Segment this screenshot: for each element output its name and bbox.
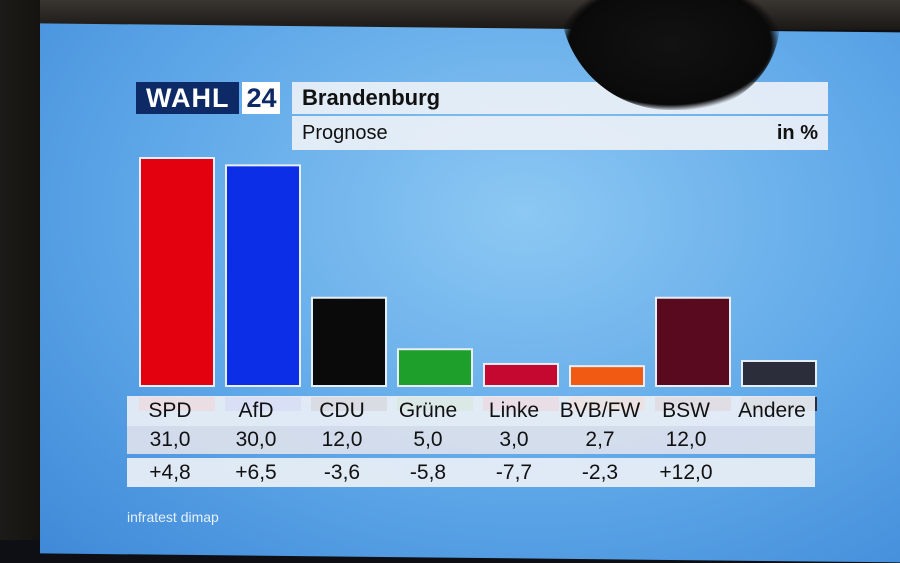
source-label: infratest dimap <box>127 509 219 525</box>
value-label-bsw: 12,0 <box>665 428 707 451</box>
party-label-linke: Linke <box>488 399 540 422</box>
party-label-gr-ne: Grüne <box>398 399 458 422</box>
wahl24-logo: WAHL 24 <box>136 82 280 114</box>
percentage-row: 31,0 30,0 12,0 5,0 3,0 2,7 12,0 <box>127 426 815 454</box>
chart-subtitle-bar: Prognose in % <box>292 116 828 150</box>
bar-bvb-fw <box>569 365 645 388</box>
change-label-bsw: +12,0 <box>659 460 713 484</box>
bar-bsw <box>655 296 731 388</box>
change-label-afd: +6,5 <box>235 460 277 484</box>
value-label-cdu: 12,0 <box>321 428 363 451</box>
change-row: +4,8 +6,5 -3,6 -5,8 -7,7 -2,3 +12,0 <box>127 458 815 487</box>
bar-spd <box>139 157 215 387</box>
party-label-andere: Andere <box>738 399 806 422</box>
logo-word: WAHL <box>136 82 240 114</box>
party-label-bvb-fw: BVB/FW <box>559 399 641 422</box>
chart-subtitle: Prognose <box>302 122 388 144</box>
results-table: SPD AfD CDU Grüne Linke BVB/FW BSW Andere 31,0 3… <box>127 396 815 487</box>
bar-cdu <box>311 296 387 388</box>
bar-linke <box>483 362 559 388</box>
unit-label: in % <box>776 122 818 144</box>
change-label-bvb-fw: -2,3 <box>581 460 619 484</box>
value-label-spd: 31,0 <box>149 428 191 451</box>
party-label-spd: SPD <box>148 399 192 422</box>
value-label-afd: 30,0 <box>235 428 277 451</box>
value-label-gr-ne: 5,0 <box>413 428 443 451</box>
value-label-bvb-fw: 2,7 <box>585 428 615 451</box>
change-label-spd: +4,8 <box>149 460 191 484</box>
tv-bezel-left <box>0 0 40 540</box>
party-label-bsw: BSW <box>662 399 710 422</box>
party-name-row: SPD AfD CDU Grüne Linke BVB/FW BSW Andere <box>127 396 815 426</box>
party-label-cdu: CDU <box>319 399 365 422</box>
change-label-gr-ne: -5,8 <box>409 460 447 484</box>
value-label-linke: 3,0 <box>499 428 529 451</box>
party-label-afd: AfD <box>238 399 274 422</box>
logo-number: 24 <box>242 82 280 114</box>
bar-andere <box>741 359 817 388</box>
change-label-linke: -7,7 <box>495 460 533 484</box>
bar-afd <box>225 164 301 387</box>
change-label-cdu: -3,6 <box>323 460 361 484</box>
bar-gr-ne <box>397 348 473 387</box>
